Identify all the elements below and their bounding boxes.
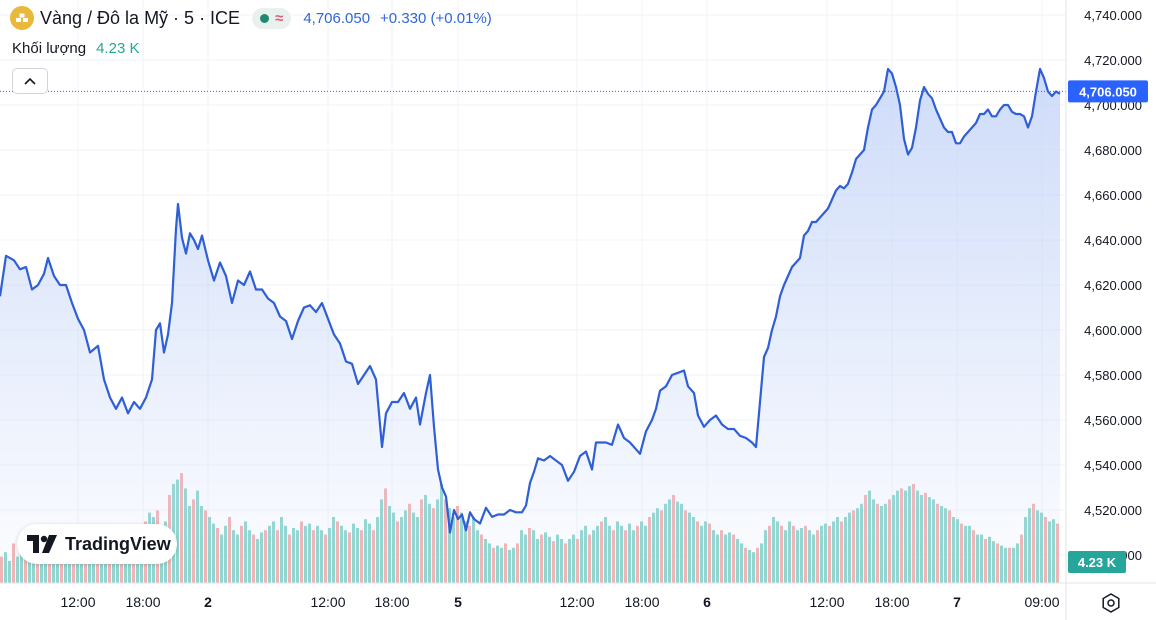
- time-tick-label: 2: [204, 594, 212, 610]
- delayed-data-icon: ≈: [275, 9, 284, 27]
- collapse-legend-button[interactable]: [12, 68, 48, 94]
- price-tick-label: 4,620.000: [1084, 278, 1142, 293]
- last-price-badge: [1068, 80, 1148, 103]
- time-tick-label: 12:00: [310, 594, 345, 610]
- volume-label: Khối lượng: [12, 40, 87, 57]
- price-tick-label: 4,520.000: [1084, 503, 1142, 518]
- axis-badges: 4,706.050 4.23 K: [1068, 80, 1148, 573]
- time-tick-label: 5: [454, 594, 462, 610]
- time-tick-label: 6: [703, 594, 711, 610]
- price-tick-label: 4,740.000: [1084, 8, 1142, 23]
- price-tick-label: 4,680.000: [1084, 143, 1142, 158]
- time-tick-label: 12:00: [60, 594, 95, 610]
- volume-legend[interactable]: Khối lượng 4.23 K: [12, 40, 139, 57]
- symbol-title[interactable]: Vàng / Đô la Mỹ · 5 · ICE: [40, 7, 241, 28]
- price-area-fill: [0, 69, 1060, 583]
- price-tick-label: 4,540.000: [1084, 458, 1142, 473]
- last-price: 4,706.050: [303, 9, 371, 27]
- price-tick-label: 4,640.000: [1084, 233, 1142, 248]
- time-axis[interactable]: 12:00 18:00 2 12:00 18:00 5 12:00 18:00 6 12:00 18…: [0, 582, 1156, 610]
- price-line: [0, 67, 1061, 534]
- logo-brand-text: TradingView: [65, 533, 171, 554]
- last-price-badge-text: 4,706.050: [1079, 84, 1137, 99]
- symbol-legend[interactable]: Vàng / Đô la Mỹ · 5 · ICE ≈ 4,706.050 +0…: [10, 6, 492, 30]
- time-tick-label: 7: [953, 594, 961, 610]
- time-tick-label: 18:00: [624, 594, 659, 610]
- chevron-up-icon: [24, 77, 36, 85]
- time-tick-label: 18:00: [374, 594, 409, 610]
- market-open-dot-icon: [260, 13, 270, 23]
- last-volume-badge-text: 4.23 K: [1078, 555, 1117, 570]
- price-tick-label: 4,580.000: [1084, 368, 1142, 383]
- tradingview-logo[interactable]: TradingView: [17, 524, 177, 564]
- time-tick-label: 09:00: [1024, 594, 1059, 610]
- volume-value: 4.23 K: [96, 40, 140, 57]
- price-change: +0.330 (+0.01%): [380, 9, 492, 27]
- tradingview-logo-icon: [27, 535, 57, 553]
- gear-icon[interactable]: [1100, 592, 1122, 614]
- price-tick-label: 4,660.000: [1084, 188, 1142, 203]
- last-volume-badge: [1068, 551, 1126, 573]
- time-tick-label: 12:00: [809, 594, 844, 610]
- price-tick-label: 4,560.000: [1084, 413, 1142, 428]
- time-tick-label: 18:00: [125, 594, 160, 610]
- gold-coin-icon: [10, 6, 34, 30]
- time-tick-label: 12:00: [559, 594, 594, 610]
- price-tick-label: 4,600.000: [1084, 323, 1142, 338]
- price-tick-label: 4,720.000: [1084, 53, 1142, 68]
- market-status-badge[interactable]: ≈: [252, 7, 292, 29]
- time-tick-label: 18:00: [874, 594, 909, 610]
